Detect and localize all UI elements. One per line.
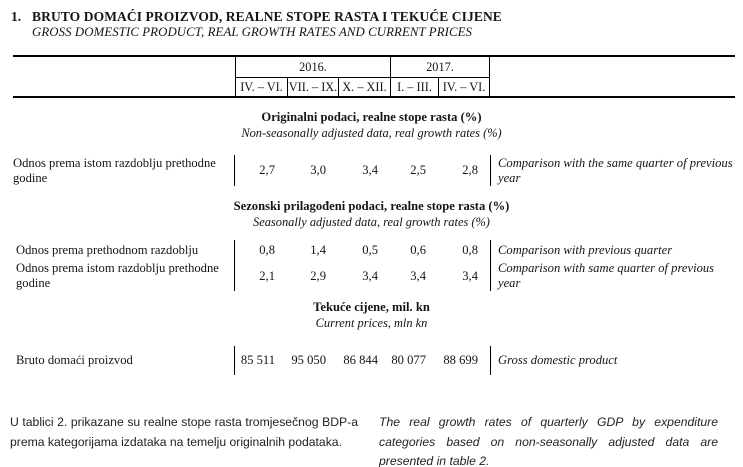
row-label-croatian: Odnos prema prethodnom razdoblju <box>13 240 235 261</box>
row-value: 95 050 <box>291 353 326 367</box>
row-value: 80 077 <box>391 353 426 367</box>
title-english: GROSS DOMESTIC PRODUCT, REAL GROWTH RATE… <box>32 25 473 39</box>
section-heading-english: Seasonally adjusted data, real growth ra… <box>253 214 490 229</box>
row-value: 3,4 <box>362 268 378 283</box>
row-value: 2,5 <box>410 163 426 177</box>
row-value: 88 699 <box>443 353 478 367</box>
table-title: 1. BRUTO DOMAĆI PROIZVOD, REALNE STOPE R… <box>11 9 502 40</box>
quarter-header-3: X. – XII. <box>338 78 390 96</box>
row-label-croatian: Odnos prema istom razdoblju prethodne go… <box>13 155 235 186</box>
quarter-header-4: I. – III. <box>390 78 438 96</box>
footnote-croatian: U tablici 2. prikazane su realne stope r… <box>10 415 358 449</box>
table-number: 1. <box>11 9 22 24</box>
row-value: 0,5 <box>362 243 378 257</box>
row-value: 1,4 <box>310 243 326 257</box>
footnote-block: U tablici 2. prikazane su realne stope r… <box>10 413 718 467</box>
table-title-lines: BRUTO DOMAĆI PROIZVOD, REALNE STOPE RAST… <box>32 9 502 40</box>
row-value: 85 511 <box>240 353 275 367</box>
row-value: 3,4 <box>462 268 478 283</box>
section-heading-original-data: Originalni podaci, realne stope rasta (%… <box>0 110 743 141</box>
row-value: 2,1 <box>259 268 275 283</box>
section-heading-current-prices: Tekuće cijene, mil. kn Current prices, m… <box>0 300 743 331</box>
row-value: 0,6 <box>410 243 426 257</box>
section-heading-croatian: Tekuće cijene, mil. kn <box>313 300 430 314</box>
row-value: 2,9 <box>310 268 326 283</box>
table-column-header: 2016. 2017. IV. – VI. VII. – IX. X. – XI… <box>13 55 735 98</box>
quarter-header-2: VII. – IX. <box>287 78 338 96</box>
quarter-header-1: IV. – VI. <box>235 78 287 96</box>
section-heading-croatian: Sezonski prilagođeni podaci, realne stop… <box>233 199 510 213</box>
table-row: Odnos prema istom razdoblju prethodne go… <box>13 261 735 291</box>
row-value: 2,8 <box>462 163 478 177</box>
quarter-header-5: IV. – VI. <box>438 78 490 96</box>
section-heading-seasonally-adjusted: Sezonski prilagođeni podaci, realne stop… <box>0 199 743 230</box>
table-row: Bruto domaći proizvod 85 511 95 050 86 8… <box>13 346 735 375</box>
row-label-english: Comparison with same quarter of previous… <box>490 261 735 291</box>
row-label-english: Gross domestic product <box>490 346 735 375</box>
row-value: 3,4 <box>362 163 378 177</box>
section-heading-croatian: Originalni podaci, realne stope rasta (%… <box>261 110 482 124</box>
year-header-2016: 2016. <box>235 57 390 78</box>
row-value: 86 844 <box>343 353 378 367</box>
year-header-2017: 2017. <box>390 57 490 78</box>
row-value: 0,8 <box>259 243 275 257</box>
footnote-english: The real growth rates of quarterly GDP b… <box>379 415 718 467</box>
row-label-croatian: Odnos prema istom razdoblju prethodne go… <box>13 261 235 291</box>
row-value: 0,8 <box>462 243 478 257</box>
section-heading-english: Non-seasonally adjusted data, real growt… <box>241 125 502 140</box>
title-croatian: BRUTO DOMAĆI PROIZVOD, REALNE STOPE RAST… <box>32 9 502 24</box>
section-heading-english: Current prices, mln kn <box>315 315 428 330</box>
table-row: Odnos prema istom razdoblju prethodne go… <box>13 155 735 186</box>
row-label-english: Comparison with previous quarter <box>490 240 735 261</box>
row-value: 2,7 <box>259 163 275 177</box>
row-label-croatian: Bruto domaći proizvod <box>13 346 235 375</box>
row-value: 3,0 <box>310 163 326 177</box>
row-value: 3,4 <box>410 268 426 283</box>
row-label-english: Comparison with the same quarter of prev… <box>490 155 735 186</box>
table-row: Odnos prema prethodnom razdoblju 0,8 1,4… <box>13 240 735 261</box>
